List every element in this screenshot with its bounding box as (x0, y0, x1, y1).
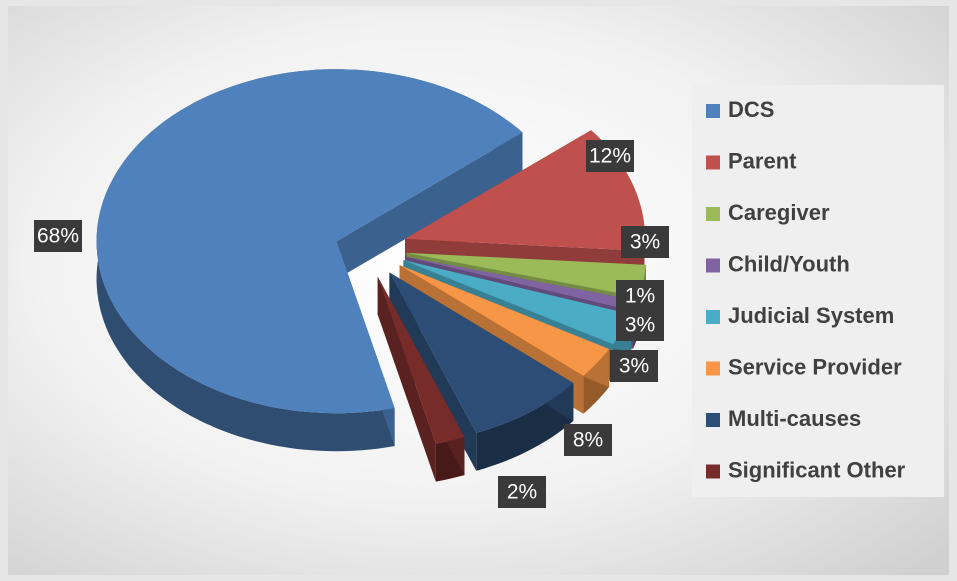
slice (399, 265, 610, 376)
data-label-box (586, 140, 634, 172)
data-label: 2% (507, 481, 537, 504)
legend-swatch (706, 310, 720, 324)
slice (96, 69, 523, 414)
legend-swatch (706, 413, 720, 427)
data-label-box (610, 350, 658, 382)
data-label-box (564, 424, 612, 456)
data-label-box (498, 476, 546, 508)
slice (405, 130, 645, 251)
legend-label: DCS (728, 97, 774, 122)
slice (405, 256, 638, 311)
data-label: 12% (589, 145, 631, 168)
legend-swatch (706, 361, 720, 376)
data-label: 3% (630, 231, 660, 254)
data-label-box (616, 280, 664, 312)
slice-face (377, 276, 436, 482)
slice (403, 260, 632, 345)
legend-items: DCS Parent Caregiver Child/Youth Judicial Sy… (706, 97, 906, 482)
slice-face (336, 132, 523, 280)
data-label-box (34, 220, 82, 252)
legend-label: Judicial System (728, 303, 894, 328)
legend-label: Child/Youth (728, 251, 850, 276)
legend-swatch (706, 155, 720, 170)
data-label-box (616, 309, 664, 341)
legend (692, 85, 944, 497)
legend-swatch (706, 104, 720, 118)
data-label: 8% (573, 429, 603, 452)
legend-label: Significant Other (728, 457, 906, 482)
data-label-box (621, 226, 669, 258)
data-label: 3% (625, 314, 655, 337)
slice (389, 272, 574, 433)
legend-label: Multi-causes (728, 406, 861, 431)
data-labels: 68% 12% 3% 1% 3% 3% 8% 2% (34, 140, 669, 508)
legend-label: Service Provider (728, 354, 902, 379)
legend-swatch (706, 464, 720, 479)
slice (406, 252, 646, 297)
data-label: 3% (619, 355, 649, 378)
pie (96, 69, 646, 482)
data-label: 68% (37, 225, 79, 248)
legend-label: Parent (728, 148, 797, 173)
legend-swatch (706, 207, 720, 221)
legend-label: Caregiver (728, 200, 830, 225)
legend-swatch (706, 258, 720, 273)
slice (377, 276, 465, 444)
data-label: 1% (625, 285, 655, 308)
